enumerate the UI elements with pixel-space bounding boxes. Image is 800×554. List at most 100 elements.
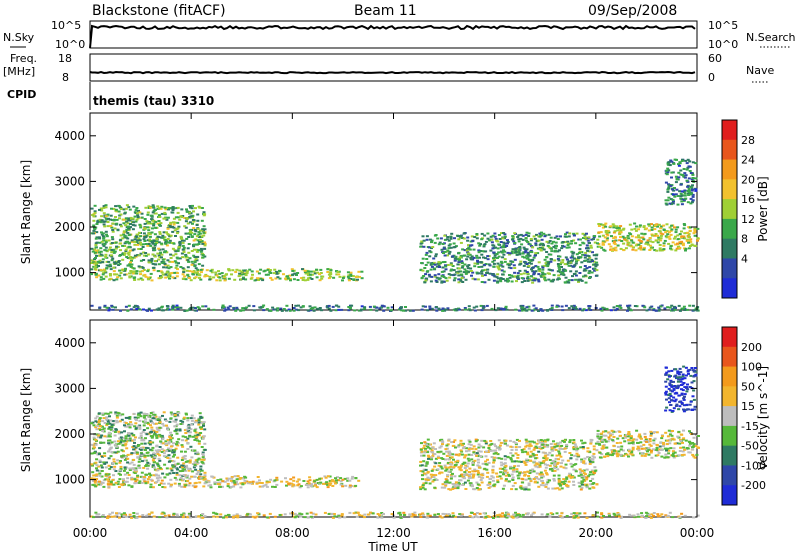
data-cell: [514, 446, 518, 449]
data-cell: [682, 168, 686, 170]
data-cell: [90, 259, 94, 262]
data-cell: [271, 306, 275, 309]
data-cell: [430, 239, 434, 242]
data-cell: [203, 255, 207, 258]
data-cell: [269, 478, 273, 481]
data-cell: [180, 466, 184, 469]
data-cell: [595, 515, 599, 518]
data-cell: [121, 413, 125, 416]
data-cell: [100, 240, 104, 243]
data-cell: [326, 305, 329, 308]
data-cell: [354, 477, 358, 479]
data-cell: [203, 475, 207, 478]
data-cell: [650, 228, 654, 231]
data-cell: [276, 307, 280, 310]
data-cell: [518, 253, 522, 256]
data-cell: [646, 243, 650, 246]
data-cell: [201, 242, 205, 245]
data-cell: [139, 448, 143, 451]
data-cell: [100, 233, 104, 236]
data-cell: [651, 241, 655, 244]
data-cell: [649, 516, 653, 519]
data-cell: [99, 207, 103, 210]
data-cell: [680, 512, 684, 515]
data-cell: [179, 266, 183, 268]
data-cell: [588, 270, 592, 273]
data-cell: [500, 251, 504, 254]
data-cell: [389, 309, 393, 312]
data-cell: [420, 277, 424, 280]
data-cell: [198, 276, 201, 279]
data-cell: [179, 419, 183, 422]
data-cell: [143, 226, 147, 229]
data-cell: [275, 271, 279, 274]
data-cell: [584, 251, 588, 254]
data-cell: [434, 457, 438, 460]
data-cell: [171, 230, 175, 233]
data-cell: [480, 281, 484, 283]
data-cell: [486, 232, 490, 235]
data-cell: [116, 276, 120, 279]
data-cell: [152, 219, 155, 222]
data-cell: [181, 464, 185, 467]
data-cell: [644, 242, 648, 245]
data-cell: [674, 228, 678, 231]
data-cell: [158, 426, 162, 429]
data-cell: [511, 516, 515, 519]
data-cell: [603, 236, 607, 239]
data-cell: [175, 304, 179, 307]
data-cell: [599, 307, 603, 310]
data-cell: [171, 276, 175, 279]
data-cell: [128, 437, 132, 440]
data-cell: [564, 281, 567, 284]
data-cell: [667, 161, 671, 164]
data-cell: [166, 259, 170, 262]
data-cell: [313, 482, 317, 485]
data-cell: [444, 277, 448, 280]
data-cell: [449, 474, 453, 476]
data-cell: [137, 237, 141, 240]
data-cell: [222, 516, 225, 519]
data-cell: [174, 250, 178, 253]
data-cell: [580, 251, 584, 254]
data-cell: [164, 442, 168, 445]
data-cell: [486, 471, 490, 474]
data-cell: [196, 458, 200, 461]
data-cell: [466, 248, 469, 251]
data-cell: [187, 260, 191, 263]
data-cell: [450, 263, 453, 266]
data-cell: [142, 416, 146, 419]
data-cell: [586, 249, 590, 252]
data-cell: [171, 451, 175, 454]
data-cell: [601, 234, 605, 237]
data-cell: [482, 512, 486, 515]
data-cell: [447, 458, 451, 461]
data-cell: [569, 462, 573, 465]
data-cell: [639, 241, 643, 244]
data-cell: [568, 232, 572, 235]
data-cell: [241, 309, 245, 312]
data-cell: [531, 512, 535, 515]
power-ylabel: Slant Range [km]: [19, 160, 33, 264]
data-cell: [659, 239, 663, 242]
data-cell: [502, 270, 506, 273]
data-cell: [546, 513, 550, 516]
data-cell: [486, 237, 490, 240]
data-cell: [244, 274, 248, 277]
data-cell: [634, 229, 638, 232]
data-cell: [127, 264, 131, 267]
data-cell: [186, 474, 190, 477]
data-cell: [295, 308, 299, 311]
data-cell: [141, 438, 145, 441]
data-cell: [201, 305, 205, 308]
data-cell: [110, 242, 114, 244]
data-cell: [250, 270, 254, 273]
data-cell: [685, 239, 689, 242]
data-cell: [181, 420, 185, 423]
data-cell: [641, 236, 645, 239]
data-cell: [176, 211, 180, 214]
data-cell: [537, 273, 541, 276]
data-cell: [136, 233, 140, 236]
data-cell: [169, 223, 172, 226]
data-cell: [132, 412, 136, 415]
